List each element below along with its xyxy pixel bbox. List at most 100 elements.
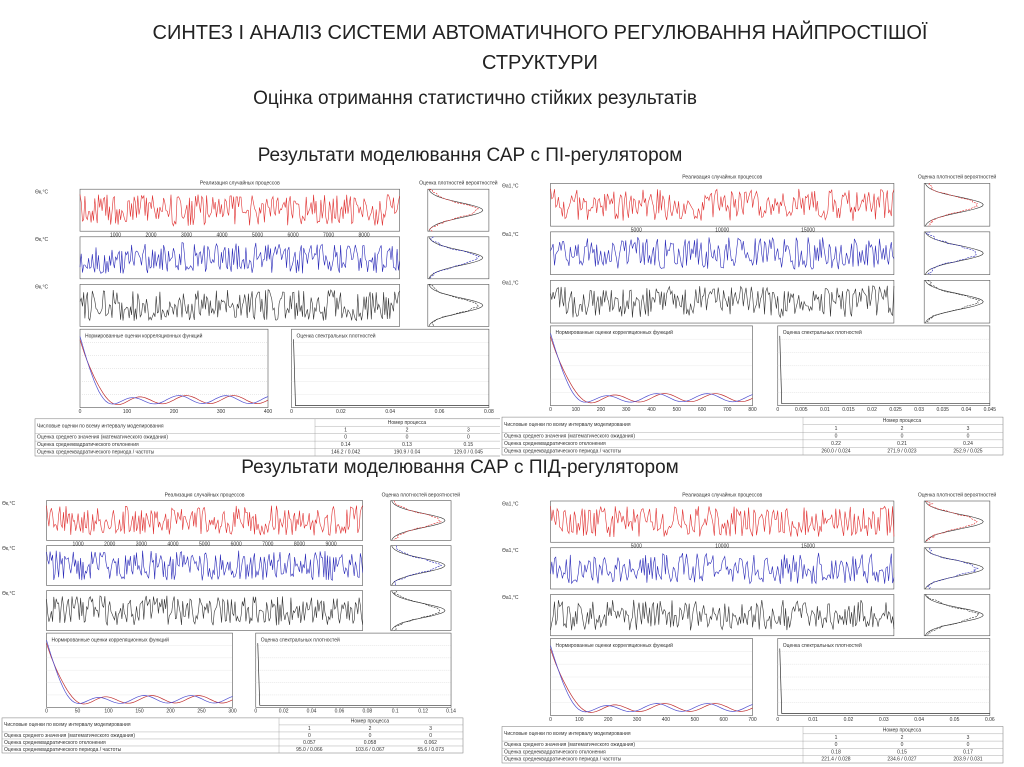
tick-label: 4000 xyxy=(167,542,178,548)
tick-label: 100 xyxy=(123,409,132,415)
correlation-curve xyxy=(550,645,753,713)
signal-trace xyxy=(550,599,895,631)
table-cell: 190.9 / 0.04 xyxy=(394,450,421,456)
tick-label: 400 xyxy=(264,409,273,415)
plot-title: Нормированные оценки корреляционных функ… xyxy=(556,642,674,649)
spectrum-curve xyxy=(293,339,489,406)
table-caption: Числовые оценки по всему интервалу модел… xyxy=(504,422,631,428)
tick-label: 0.06 xyxy=(435,409,445,415)
tick-label: 2000 xyxy=(145,233,156,239)
table-row-label: Оценка среднеквадратического периода / ч… xyxy=(4,747,122,753)
density-estimate xyxy=(926,280,980,324)
table-cell: 0 xyxy=(835,433,838,439)
table-header: 1 xyxy=(308,726,311,732)
table-cell: 55.6 / 0.073 xyxy=(417,747,444,753)
table-cell: 0.17 xyxy=(963,749,973,755)
correlation-curve xyxy=(550,336,753,404)
table-header: Номер процесса xyxy=(388,420,427,426)
table-header: 3 xyxy=(467,427,470,433)
signal-trace xyxy=(79,194,400,227)
spectrum-curve xyxy=(779,648,990,714)
table-cell: 0 xyxy=(901,433,904,439)
table-cell: 0 xyxy=(308,733,311,739)
density-curve xyxy=(391,545,446,586)
density-curve xyxy=(925,183,984,227)
plot-frame xyxy=(427,236,490,280)
tick-label: 0.045 xyxy=(984,407,997,413)
plot-title: Реализация случайных процессов xyxy=(165,491,245,498)
tick-label: 600 xyxy=(719,717,728,723)
density-curve xyxy=(925,594,984,636)
plot-frame xyxy=(46,590,364,631)
tick-label: 200 xyxy=(166,709,175,715)
density-estimate xyxy=(926,547,979,590)
table-cell: 103.6 / 0.067 xyxy=(355,747,384,753)
table-cell: 0.24 xyxy=(963,441,973,447)
result-figure: Реализация случайных процессов Оценка пло… xyxy=(500,490,1005,765)
tick-label: 500 xyxy=(673,407,682,413)
tick-label: 0 xyxy=(549,717,552,723)
plot-frame xyxy=(46,500,364,541)
table-cell: 0.15 xyxy=(897,749,907,755)
plot-title: Нормированные оценки корреляционных функ… xyxy=(52,636,170,643)
signal-trace xyxy=(550,188,895,221)
plot-frame xyxy=(79,284,400,327)
table-cell: 0.18 xyxy=(831,749,841,755)
tick-label: 4000 xyxy=(216,233,227,239)
axis-label: Θк,°C xyxy=(35,190,48,196)
subtitle: Оцінка отримання статистично стійких рез… xyxy=(253,88,697,109)
density-curve xyxy=(925,280,984,324)
axis-label: Θк,°C xyxy=(35,285,48,291)
tick-label: 0.01 xyxy=(808,717,818,723)
table-cell: 95.0 / 0.066 xyxy=(296,747,323,753)
tick-label: 400 xyxy=(662,717,671,723)
tick-label: 5000 xyxy=(631,544,642,550)
table-cell: 271.9 / 0.023 xyxy=(887,449,916,455)
table-cell: 234.6 / 0.027 xyxy=(887,757,916,763)
correlation-curve xyxy=(550,648,753,713)
tick-label: 0.025 xyxy=(889,407,902,413)
correlation-curve xyxy=(46,640,233,704)
signal-trace xyxy=(79,242,400,274)
plot-frame xyxy=(923,231,991,275)
table-cell: 260.0 / 0.024 xyxy=(821,449,850,455)
section-heading: Результати моделювання САР с ПІ-регулято… xyxy=(257,145,683,166)
density-curve xyxy=(391,500,446,541)
tick-label: 0.04 xyxy=(914,717,924,723)
table-row-label: Оценка среднеквадратического периода / ч… xyxy=(504,449,622,455)
table-header: Номер процесса xyxy=(883,727,922,733)
signal-trace xyxy=(46,550,363,582)
table-cell: 0 xyxy=(369,733,372,739)
table-cell: 0 xyxy=(429,733,432,739)
plot-frame xyxy=(550,280,895,324)
table-header: 1 xyxy=(344,427,347,433)
table-caption: Числовые оценки по всему интервалу модел… xyxy=(37,424,164,430)
table-cell: 0.15 xyxy=(463,442,473,448)
table-row-label: Оценка среднеквадратического отклонения xyxy=(4,740,106,746)
tick-label: 400 xyxy=(647,407,656,413)
tick-label: 0 xyxy=(254,709,257,715)
tick-label: 800 xyxy=(748,407,757,413)
tick-label: 0.01 xyxy=(820,407,830,413)
table-cell: 0 xyxy=(967,742,970,748)
tick-label: 50 xyxy=(75,709,81,715)
plot-frame xyxy=(390,590,452,631)
tick-label: 5000 xyxy=(252,233,263,239)
result-figure: Реализация случайных процессов Оценка пло… xyxy=(33,178,503,458)
tick-label: 200 xyxy=(604,717,613,723)
tick-label: 300 xyxy=(633,717,642,723)
tick-label: 5000 xyxy=(199,542,210,548)
tick-label: 8000 xyxy=(359,233,370,239)
tick-label: 100 xyxy=(575,717,584,723)
plot-title: Оценка плотностей вероятностей xyxy=(918,173,997,180)
plot-frame xyxy=(923,183,991,227)
axis-label: Θк,°C xyxy=(2,546,15,552)
tick-label: 150 xyxy=(135,709,144,715)
density-estimate xyxy=(928,183,978,227)
density-curve xyxy=(428,236,484,279)
table-cell: 0.062 xyxy=(424,740,437,746)
plot-title: Нормированные оценки корреляционных функ… xyxy=(85,333,203,340)
tick-label: 7000 xyxy=(262,542,273,548)
section-heading: Результати моделювання САР с ПІД-регулят… xyxy=(241,457,679,478)
density-curve xyxy=(428,189,484,232)
